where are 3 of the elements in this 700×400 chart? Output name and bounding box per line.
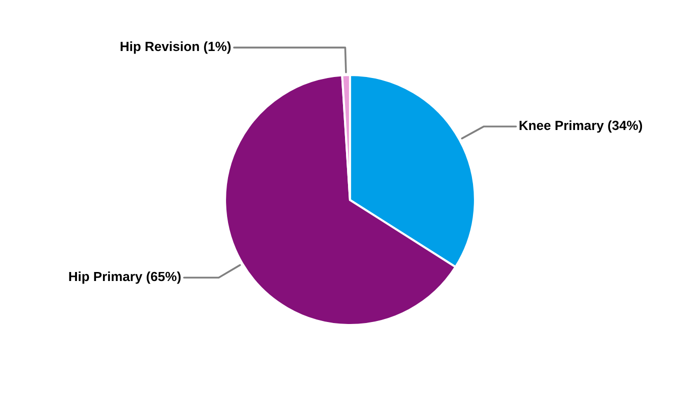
slice-label: Knee Primary (34%)	[520, 120, 642, 133]
slice-label: Hip Primary (65%)	[69, 271, 181, 284]
slice-label: Hip Revision (1%)	[120, 41, 231, 54]
